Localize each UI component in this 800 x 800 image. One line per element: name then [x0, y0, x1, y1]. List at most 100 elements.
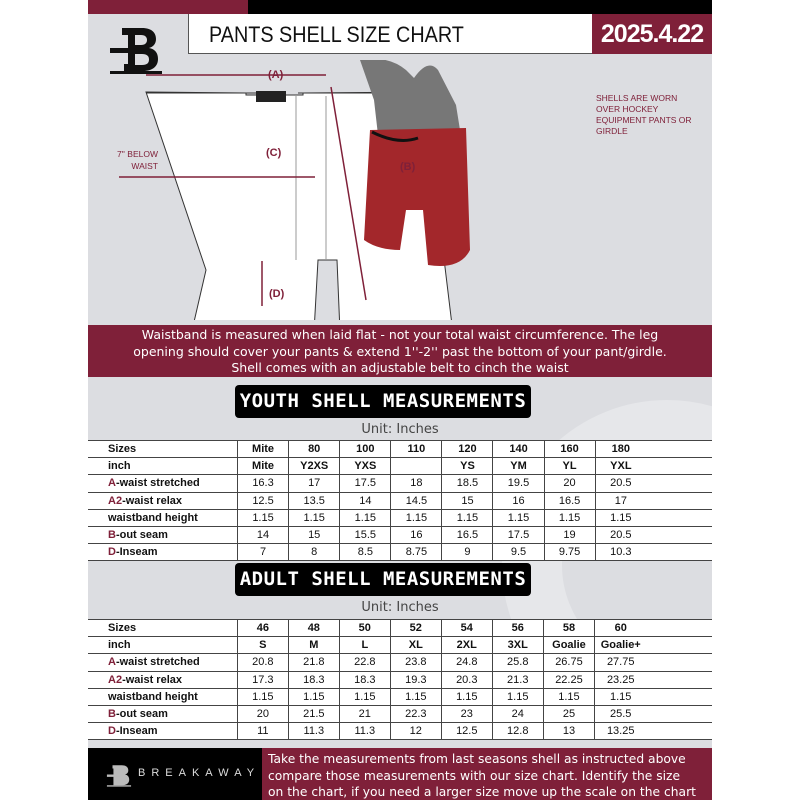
table-cell: 9.75 — [543, 543, 596, 562]
row-label-prefix: A2 — [108, 494, 123, 507]
adult-size-table: Sizes 46 48 50 52 54 56 58 60 inch S M L XL 2XL 3XL Goal… — [88, 618, 712, 741]
table-row-padding — [646, 687, 712, 706]
banner-line: Shell comes with an adjustable belt to c… — [231, 360, 569, 375]
table-cell: 11.3 — [338, 722, 391, 741]
table-cell: 23.8 — [389, 653, 442, 672]
table-cell: 23 — [440, 704, 493, 723]
table-row: A-waist stretched 20.8 21.8 22.8 23.8 24.8 25.… — [88, 653, 712, 672]
table-cell: Y2XS — [288, 457, 340, 475]
table-cell: 21.5 — [287, 704, 340, 723]
table-row-padding — [646, 618, 712, 637]
table-row-padding — [646, 704, 712, 723]
row-label-prefix: A2 — [108, 673, 123, 686]
footer-line: compare those measurements with our size… — [268, 768, 681, 783]
table-cell: 26.75 — [542, 653, 595, 672]
table-cell: 3XL — [491, 636, 544, 654]
table-cell: 25.5 — [594, 704, 647, 723]
row-label-prefix: B — [108, 708, 116, 721]
table-cell: 10.3 — [594, 543, 647, 562]
table-cell: S — [236, 636, 289, 654]
table-row: inch S M L XL 2XL 3XL Goalie Goalie+ — [88, 636, 712, 654]
row-label: D-Inseam — [88, 722, 238, 741]
table-cell: 8.5 — [339, 543, 391, 562]
row-label-text: -Inseam — [115, 546, 158, 559]
table-row: Sizes Mite 80 100 110 120 140 160 180 — [88, 439, 712, 458]
table-cell: XL — [389, 636, 442, 654]
table-cell: 60 — [594, 618, 647, 637]
table-cell: YL — [543, 457, 596, 475]
table-cell: 1.15 — [236, 508, 289, 527]
table-cell: 1.15 — [440, 687, 493, 706]
table-cell: 1.15 — [287, 687, 340, 706]
table-row: A-waist stretched 16.3 17 17.5 18 18.5 19.5 20 2… — [88, 474, 712, 493]
table-row-padding — [646, 670, 712, 689]
table-cell: 20.8 — [236, 653, 289, 672]
table-cell: 20.5 — [594, 525, 647, 544]
table-cell: 110 — [390, 439, 442, 458]
table-cell: 25 — [542, 704, 595, 723]
row-label: Sizes — [88, 618, 238, 637]
label-b: (B) — [400, 161, 416, 173]
table-cell: 16 — [390, 525, 442, 544]
table-row-padding — [646, 525, 712, 544]
table-cell: 24 — [491, 704, 544, 723]
table-cell: 15 — [288, 525, 340, 544]
table-row: waistband height 1.15 1.15 1.15 1.15 1.15 1.15… — [88, 687, 712, 706]
table-cell: 14.5 — [390, 491, 442, 510]
row-label: A-waist stretched — [88, 653, 238, 672]
table-cell: 20.3 — [440, 670, 493, 689]
table-cell: 17 — [288, 474, 340, 493]
row-label: Sizes — [88, 439, 238, 458]
adult-unit-label: Unit: Inches — [361, 600, 439, 615]
table-cell: 1.15 — [390, 508, 442, 527]
row-label: B-out seam — [88, 704, 238, 723]
row-label-text: waistband height — [108, 690, 198, 703]
table-cell: YXS — [339, 457, 391, 475]
table-cell: 12.8 — [491, 722, 544, 741]
row-label: A-waist stretched — [88, 474, 238, 493]
table-cell: 1.15 — [491, 687, 544, 706]
table-cell: 12 — [389, 722, 442, 741]
table-row-padding — [646, 439, 712, 458]
row-label-text: Sizes — [108, 443, 137, 456]
table-cell: 22.25 — [542, 670, 595, 689]
table-cell: 15 — [441, 491, 493, 510]
table-cell: 14 — [339, 491, 391, 510]
table-cell: 23.25 — [594, 670, 647, 689]
table-cell: L — [338, 636, 391, 654]
table-row: B-out seam 20 21.5 21 22.3 23 24 25 25.5 — [88, 704, 712, 723]
row-label-text: -Inseam — [115, 725, 158, 738]
table-cell: 160 — [543, 439, 596, 458]
footer-instructions: Take the measurements from last seasons … — [262, 748, 712, 800]
table-cell: 2XL — [440, 636, 493, 654]
table-cell: 20.5 — [594, 474, 647, 493]
below-waist-note: 7'' BELOW WAIST — [116, 149, 158, 171]
table-cell: 13.5 — [288, 491, 340, 510]
youth-section-title: YOUTH SHELL MEASUREMENTS — [235, 385, 531, 418]
table-cell: 16.5 — [543, 491, 596, 510]
table-cell: Goalie — [542, 636, 595, 654]
table-cell: 20 — [543, 474, 596, 493]
row-label-text: -out seam — [115, 529, 168, 542]
label-c: (C) — [266, 147, 282, 159]
table-cell: Mite — [236, 457, 289, 475]
row-label-text: Sizes — [108, 622, 137, 635]
table-cell: 48 — [287, 618, 340, 637]
row-label-text: -waist relax — [122, 673, 182, 686]
table-cell: 21.8 — [287, 653, 340, 672]
row-label-prefix: A — [108, 477, 116, 490]
table-cell: 52 — [389, 618, 442, 637]
table-cell: 18.5 — [441, 474, 493, 493]
table-cell: 13.25 — [594, 722, 647, 741]
table-cell: 27.75 — [594, 653, 647, 672]
table-cell: 1.15 — [492, 508, 545, 527]
table-cell: 22.3 — [389, 704, 442, 723]
table-cell: 100 — [339, 439, 391, 458]
table-cell: 9 — [441, 543, 493, 562]
table-row-padding — [646, 543, 712, 562]
table-row: waistband height 1.15 1.15 1.15 1.15 1.15 1.15… — [88, 508, 712, 527]
shells-worn-note: SHELLS ARE WORN OVER HOCKEY EQUIPMENT PA… — [596, 93, 692, 136]
table-row-padding — [646, 722, 712, 741]
table-cell — [390, 457, 442, 475]
title-box: PANTS SHELL SIZE CHART — [188, 14, 592, 54]
